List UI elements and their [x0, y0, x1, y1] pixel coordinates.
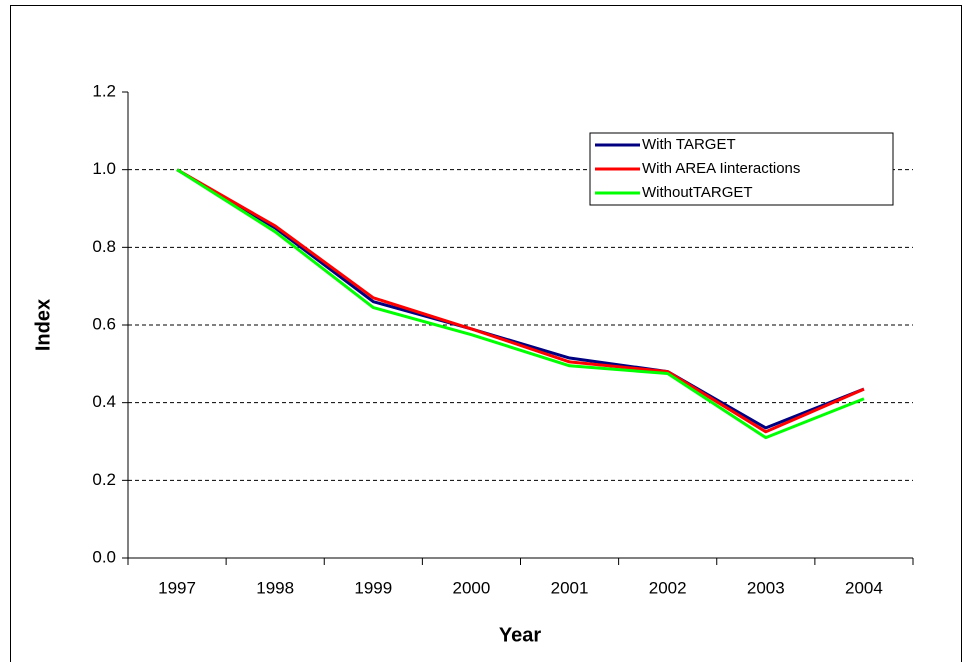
x-tick-label: 1997	[158, 578, 196, 597]
series-line	[176, 168, 865, 440]
y-tick-label: 0.8	[92, 237, 116, 256]
y-tick-label: 0.0	[92, 547, 116, 566]
series-line	[176, 168, 865, 434]
x-tick-label: 2001	[551, 578, 589, 597]
y-tick-label: 0.6	[92, 314, 116, 333]
x-tick-label: 1998	[256, 578, 294, 597]
x-axis-title: Year	[499, 624, 541, 646]
legend-label: WithoutTARGET	[642, 184, 753, 201]
y-tick-label: 1.0	[92, 159, 116, 178]
legend-label: With TARGET	[642, 136, 736, 153]
y-tick-label: 1.2	[92, 81, 116, 100]
y-tick-label: 0.4	[92, 392, 116, 411]
legend-label: With AREA Iinteractions	[642, 160, 800, 177]
x-tick-label: 2002	[649, 578, 687, 597]
y-axis-title: Index	[32, 299, 54, 351]
x-tick-label: 2003	[747, 578, 785, 597]
x-tick-label: 2000	[453, 578, 491, 597]
legend-box	[589, 132, 894, 206]
x-tick-label: 2004	[845, 578, 883, 597]
y-tick-label: 0.2	[92, 470, 116, 489]
series-line	[176, 168, 865, 430]
x-tick-label: 1999	[354, 578, 392, 597]
